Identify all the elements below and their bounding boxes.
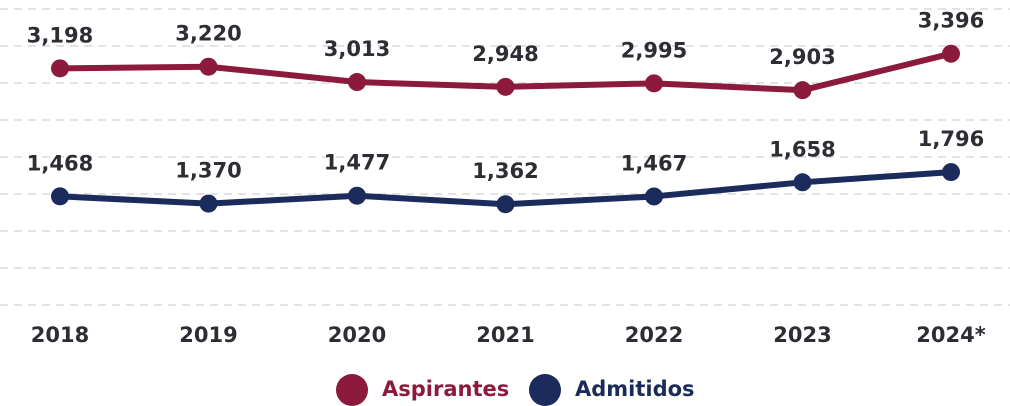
data-label: 1,370 (175, 159, 241, 183)
point (496, 77, 515, 96)
data-label: 1,796 (918, 127, 984, 151)
point (51, 59, 69, 78)
x-tick-label: 2023 (773, 323, 831, 347)
x-tick-label: 2018 (31, 323, 89, 347)
point (645, 187, 663, 206)
point (348, 73, 366, 92)
x-tick-label: 2019 (179, 323, 237, 347)
point (942, 44, 960, 63)
data-label: 1,362 (472, 159, 538, 183)
x-tick-label: 2024* (916, 323, 985, 347)
point (942, 163, 960, 182)
data-label: 1,477 (324, 151, 390, 175)
data-label: 3,220 (175, 22, 241, 46)
point (199, 57, 218, 76)
data-label: 2,903 (769, 45, 835, 69)
legend-label: Admitidos (575, 377, 695, 401)
x-tick-label: 2022 (625, 323, 683, 347)
data-label: 1,467 (621, 151, 687, 175)
data-label: 3,013 (324, 37, 390, 61)
data-label: 3,198 (27, 23, 93, 47)
legend-marker (336, 374, 368, 406)
point (51, 187, 69, 206)
x-tick-label: 2020 (328, 323, 386, 347)
data-label: 1,468 (27, 151, 93, 175)
x-tick-label: 2021 (476, 323, 534, 347)
point (496, 195, 515, 214)
point (348, 186, 366, 205)
point (793, 81, 812, 100)
point (793, 173, 812, 192)
point (645, 74, 663, 93)
data-label: 3,396 (918, 9, 984, 33)
legend-marker (529, 374, 561, 406)
data-label: 1,658 (769, 137, 835, 161)
data-label: 2,995 (621, 38, 687, 62)
data-label: 2,948 (472, 42, 538, 66)
point (199, 194, 218, 213)
legend-label: Aspirantes (382, 377, 509, 401)
